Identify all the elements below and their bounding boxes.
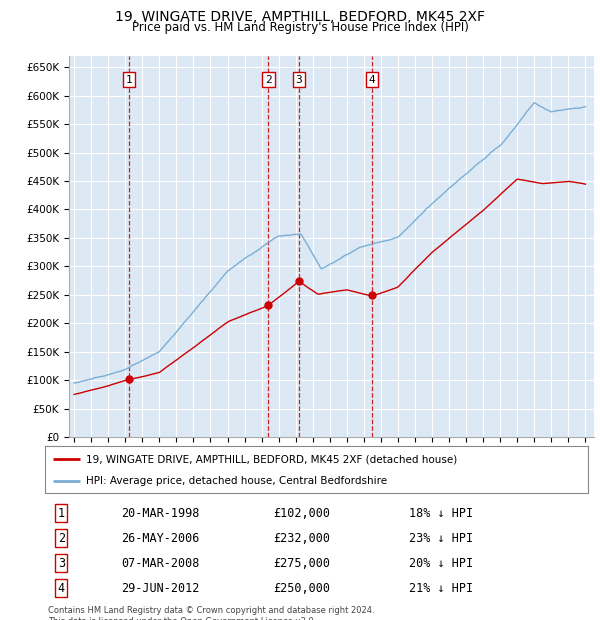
Text: Price paid vs. HM Land Registry's House Price Index (HPI): Price paid vs. HM Land Registry's House … — [131, 21, 469, 34]
Text: 1: 1 — [125, 74, 133, 85]
Text: 23% ↓ HPI: 23% ↓ HPI — [409, 532, 473, 545]
Text: 07-MAR-2008: 07-MAR-2008 — [121, 557, 199, 570]
Text: £102,000: £102,000 — [273, 507, 330, 520]
Text: £275,000: £275,000 — [273, 557, 330, 570]
Text: 2: 2 — [265, 74, 272, 85]
Text: 4: 4 — [369, 74, 376, 85]
Text: Contains HM Land Registry data © Crown copyright and database right 2024.
This d: Contains HM Land Registry data © Crown c… — [48, 606, 374, 620]
Text: 19, WINGATE DRIVE, AMPTHILL, BEDFORD, MK45 2XF: 19, WINGATE DRIVE, AMPTHILL, BEDFORD, MK… — [115, 10, 485, 24]
Text: 3: 3 — [58, 557, 65, 570]
Text: 2: 2 — [58, 532, 65, 545]
Text: £250,000: £250,000 — [273, 582, 330, 595]
Text: 29-JUN-2012: 29-JUN-2012 — [121, 582, 199, 595]
Text: 20-MAR-1998: 20-MAR-1998 — [121, 507, 199, 520]
Text: 18% ↓ HPI: 18% ↓ HPI — [409, 507, 473, 520]
Text: 21% ↓ HPI: 21% ↓ HPI — [409, 582, 473, 595]
Text: 1: 1 — [58, 507, 65, 520]
Text: 4: 4 — [58, 582, 65, 595]
Text: £232,000: £232,000 — [273, 532, 330, 545]
Text: HPI: Average price, detached house, Central Bedfordshire: HPI: Average price, detached house, Cent… — [86, 476, 387, 486]
Text: 19, WINGATE DRIVE, AMPTHILL, BEDFORD, MK45 2XF (detached house): 19, WINGATE DRIVE, AMPTHILL, BEDFORD, MK… — [86, 454, 457, 464]
Text: 26-MAY-2006: 26-MAY-2006 — [121, 532, 199, 545]
Text: 3: 3 — [295, 74, 302, 85]
Text: 20% ↓ HPI: 20% ↓ HPI — [409, 557, 473, 570]
